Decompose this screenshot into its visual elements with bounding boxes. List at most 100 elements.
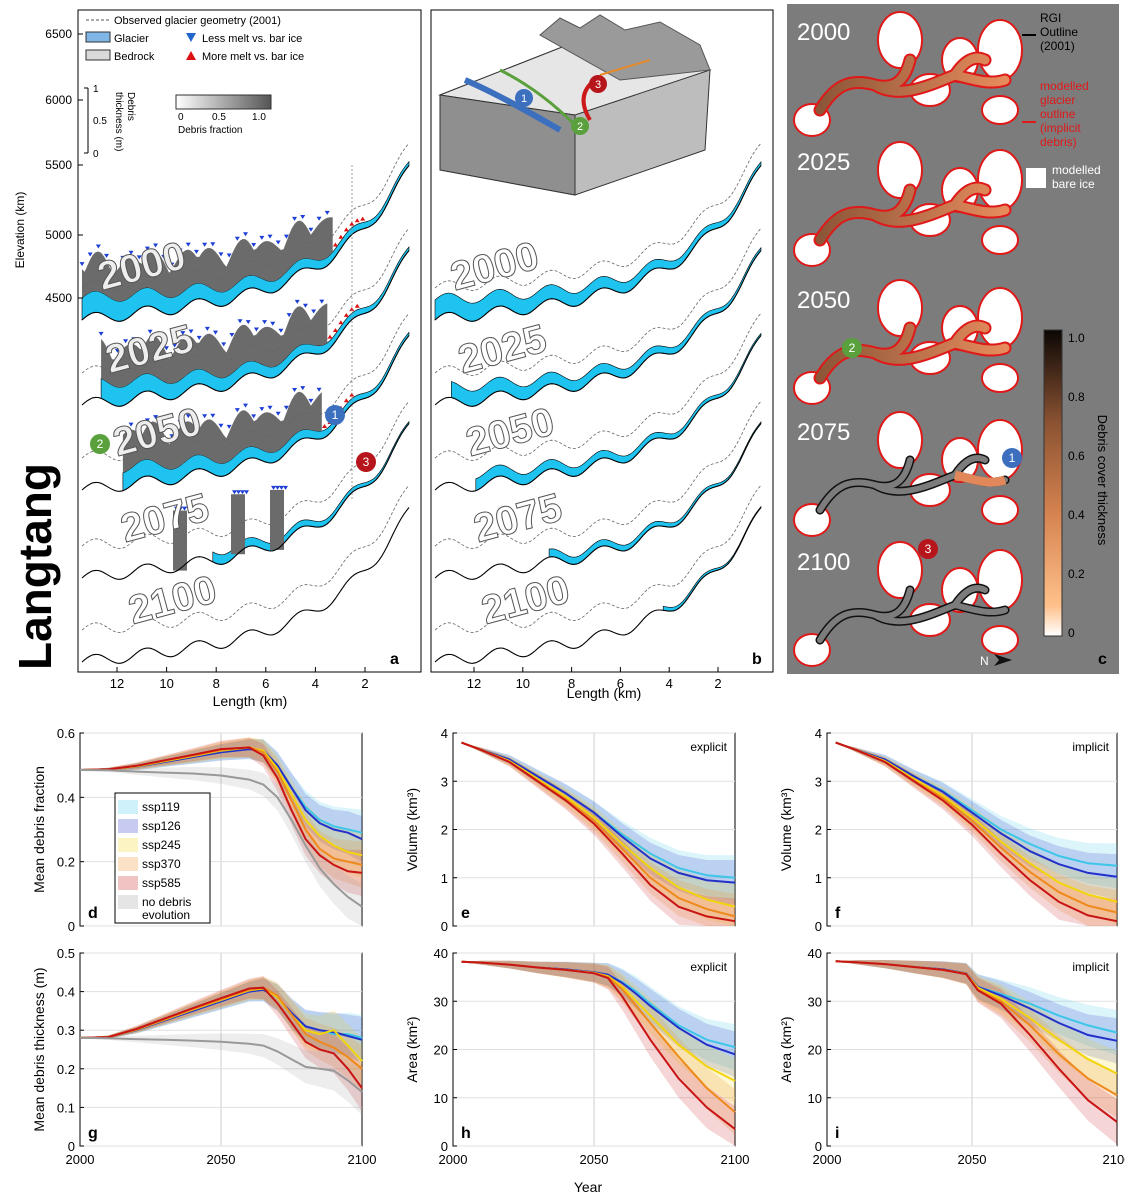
series-line: [835, 960, 1118, 1123]
legend-entry: ssp119: [142, 800, 180, 814]
glacier-map: [793, 11, 1023, 137]
panel-a-legend: Observed glacier geometry (2001) Glacier…: [84, 15, 304, 160]
panel-a-ytick: 5500: [45, 158, 72, 172]
svg-text:1: 1: [332, 408, 339, 422]
series-band: [80, 737, 362, 896]
series-band: [835, 742, 1117, 926]
panel-a-ytick: 6500: [45, 27, 72, 41]
chart-ytick: 0.4: [57, 790, 75, 805]
legend-more-melt: More melt vs. bar ice: [202, 51, 304, 63]
series-band: [80, 766, 362, 926]
series-band: [835, 742, 1117, 925]
series-line: [79, 986, 363, 1089]
chart-ytick: 0.2: [57, 1062, 75, 1077]
chart-d: 0 0.2 0.4 0.6 Mean debris fraction d: [31, 726, 363, 934]
glacier-map: [793, 411, 1023, 537]
chart-label: e: [461, 905, 470, 922]
map-year: 2000: [797, 19, 850, 46]
glacier-map: [793, 541, 1023, 667]
chart-label: g: [88, 1125, 98, 1142]
profile-marker: [90, 434, 110, 454]
xtick: 12: [110, 676, 124, 691]
legend-entry: ssp585: [142, 876, 181, 890]
panel-a-ytick: 5000: [45, 228, 72, 242]
series-band: [835, 960, 1117, 1056]
chart-annotation: explicit: [690, 740, 727, 754]
debris-fraction-colorbar: [175, 94, 272, 110]
chart-ytick: 0.2: [57, 855, 75, 870]
chart-ytick: 1: [441, 871, 448, 886]
chart-ytick: 40: [808, 946, 822, 961]
chart-annotation: explicit: [690, 960, 727, 974]
chart-f: 0 1 2 3 4 Volume (km³) f implicit: [778, 726, 1118, 934]
legend-glacier: Glacier: [114, 33, 149, 45]
series-band: [80, 737, 362, 888]
svg-text:1: 1: [521, 93, 527, 105]
thickness-label: Debristhickness (m): [113, 92, 136, 151]
debris-thickness-colorbar: [1043, 329, 1063, 637]
chart-ytick: 4: [441, 726, 448, 741]
legend-modelled: modelled glacier outline (implicit debris): [1040, 79, 1089, 149]
profile-marker: [325, 405, 345, 425]
xtick: 10: [516, 676, 530, 691]
panel-c-maps: 2000 2025 2050 2075 2100 2 1 3: [793, 11, 1023, 667]
series-band: [461, 960, 735, 1146]
legend-bedrock-swatch: [85, 49, 111, 61]
chart-ytick: 1: [815, 871, 822, 886]
series-band: [80, 978, 362, 1063]
svg-text:2: 2: [849, 341, 856, 355]
series-line: [835, 741, 1118, 923]
legend-entry: evolution: [142, 908, 190, 922]
map-year: 2025: [797, 149, 850, 176]
fraction-tick-1: 1.0: [252, 112, 266, 123]
thickness-tick-0: 0: [93, 149, 99, 160]
panel-c: 2000 2025 2050 2075 2100 2 1 3 RGI Outline (2001)…: [787, 4, 1119, 674]
glacier-map: [793, 141, 1023, 267]
profile-marker: [356, 452, 376, 472]
chart-ytick: 10: [434, 1091, 448, 1106]
series-line: [461, 960, 736, 1130]
xtick: 12: [467, 676, 481, 691]
chart-ytick: 40: [434, 946, 448, 961]
chart-ytick: 0: [441, 919, 448, 934]
series-band: [80, 976, 362, 1112]
schematic-marker-1: [515, 89, 533, 107]
series-band: [80, 739, 362, 863]
map-marker: [1002, 448, 1022, 468]
chart-ytick: 20: [434, 1043, 448, 1058]
legend-swatch: [118, 819, 138, 833]
chart-xtick: 2050: [207, 1152, 236, 1167]
series-line: [79, 746, 363, 874]
svg-text:2: 2: [97, 437, 104, 451]
legend-swatch: [118, 876, 138, 890]
colorbar-tick: 0.6: [1068, 449, 1085, 463]
legend-bedrock: Bedrock: [114, 51, 155, 63]
thickness-tick-05: 0.5: [93, 116, 107, 127]
xtick: 6: [617, 676, 624, 691]
legend-swatch: [118, 800, 138, 814]
panel-b-xaxis: 12 10 8 6 4 2: [467, 667, 722, 691]
colorbar-label: Debris cover thickness: [1095, 415, 1110, 546]
fraction-label: Debris fraction: [178, 125, 242, 136]
colorbar-tick: 0.2: [1068, 567, 1085, 581]
panel-b-label: b: [752, 651, 762, 668]
year-label: Year: [574, 1179, 603, 1195]
legend-rgi: RGI Outline (2001): [1040, 11, 1078, 53]
series-band: [80, 977, 362, 1085]
chart-ytick: 30: [434, 994, 448, 1009]
series-band: [80, 739, 362, 856]
schematic-mountains: [539, 14, 711, 81]
map-year: 2100: [797, 549, 850, 576]
series-band: [80, 976, 362, 1092]
series-band: [461, 960, 735, 1070]
map-year: 2075: [797, 419, 850, 446]
chart-xtick: 2000: [813, 1152, 842, 1167]
chart-ylabel: Mean debris thickness (m): [31, 967, 47, 1131]
colorbar-ticks: 1.0 0.8 0.6 0.4 0.2 0: [1068, 331, 1085, 640]
schematic-marker-3: [589, 75, 607, 93]
glacier-schematic: 1 2 3: [438, 14, 712, 196]
legend-entry: no debris: [142, 895, 191, 909]
panel-a-xlabel: Length (km): [213, 693, 288, 709]
chart-ytick: 0.4: [57, 985, 75, 1000]
